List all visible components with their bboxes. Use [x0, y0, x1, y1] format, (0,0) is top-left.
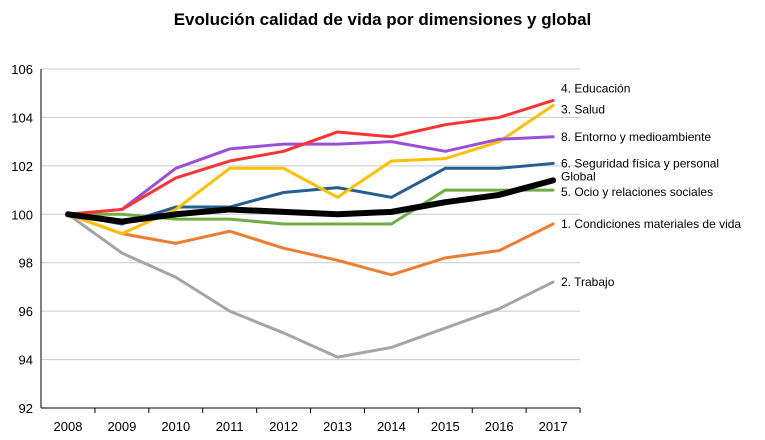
x-tick-label: 2008 — [54, 419, 83, 434]
y-tick-label: 92 — [19, 401, 33, 416]
series-line — [66, 212, 555, 359]
x-tick-label: 2012 — [269, 419, 298, 434]
x-tick-label: 2013 — [323, 419, 352, 434]
y-tick-label: 96 — [19, 304, 33, 319]
y-tick-label: 98 — [19, 256, 33, 271]
series-label: 1. Condiciones materiales de vida — [561, 217, 741, 231]
series-label: 2. Trabajo — [561, 275, 615, 289]
series-line — [66, 135, 555, 216]
series-line — [65, 177, 557, 225]
x-tick-label: 2014 — [377, 419, 406, 434]
y-tick-label: 104 — [11, 110, 33, 125]
series-label: 4. Educación — [561, 81, 630, 95]
x-tick-label: 2017 — [539, 419, 568, 434]
x-tick-label: 2016 — [485, 419, 514, 434]
y-tick-label: 106 — [11, 62, 33, 77]
x-tick-label: 2009 — [107, 419, 136, 434]
x-tick-label: 2010 — [161, 419, 190, 434]
series-label: Global — [561, 169, 596, 183]
chart-title: Evolución calidad de vida por dimensione… — [173, 10, 592, 29]
series-label: 8. Entorno y medioambiente — [561, 130, 711, 144]
x-tick-label: 2011 — [216, 419, 244, 434]
y-tick-label: 102 — [11, 159, 33, 174]
series-line — [66, 98, 555, 216]
series-line — [66, 212, 555, 277]
series-line — [66, 103, 555, 236]
series-label: 3. Salud — [561, 102, 605, 116]
series-label: 6. Seguridad física y personal — [561, 156, 719, 170]
x-tick-label: 2015 — [431, 419, 460, 434]
series-label: 5. Ocio y relaciones sociales — [561, 185, 713, 199]
y-tick-label: 94 — [19, 353, 33, 368]
y-tick-label: 100 — [11, 207, 33, 222]
